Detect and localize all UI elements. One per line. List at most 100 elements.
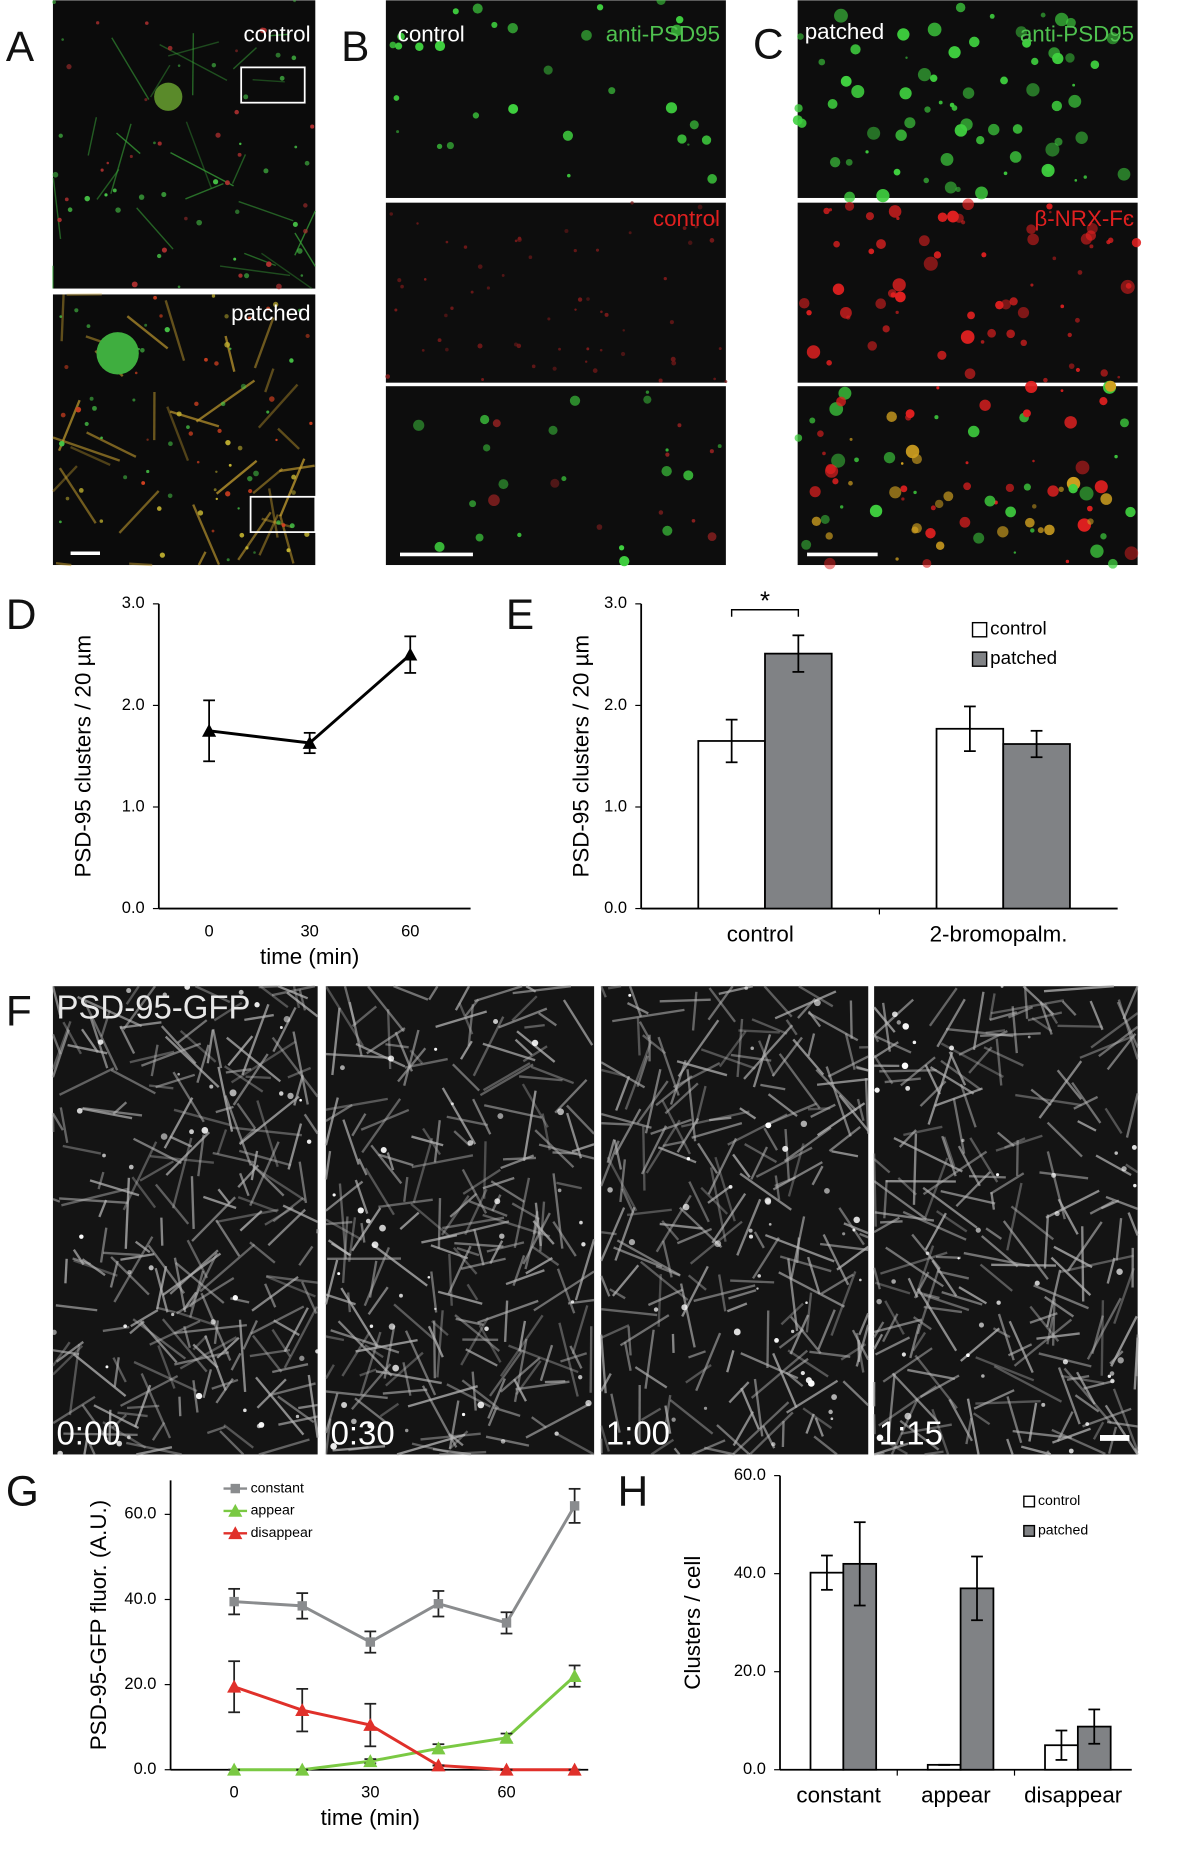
neurite [792, 1038, 825, 1076]
fluorescent-spot [52, 171, 59, 178]
marker [229, 1596, 239, 1607]
legend-label: appear [251, 1502, 295, 1518]
fluorescent-spot [1114, 454, 1118, 459]
neurite [244, 1013, 274, 1022]
fluorescent-spot [717, 444, 722, 449]
neurite [873, 1216, 901, 1234]
neurite [534, 1202, 542, 1247]
fluorescent-spot [1032, 459, 1035, 463]
fluorescent-spot [437, 338, 442, 343]
fluorescent-spot [52, 0, 56, 5]
neurite [751, 1018, 788, 1035]
neurite [256, 1100, 279, 1168]
neurite [511, 1202, 540, 1220]
neurite [277, 427, 300, 450]
fluorescent-spot [658, 510, 664, 515]
fluorescent-spot [1062, 1359, 1068, 1365]
data-line [234, 1675, 576, 1772]
neurite [767, 1093, 798, 1118]
neurite [55, 1304, 98, 1312]
fluorescent-spot [273, 301, 279, 308]
panel-label: A [6, 23, 35, 70]
neurite [607, 985, 622, 990]
neurite [98, 1199, 108, 1218]
fluorescent-spot [472, 112, 480, 119]
neurite [117, 1411, 148, 1418]
fluorescent-spot [500, 1439, 506, 1444]
fluorescent-spot [1003, 171, 1008, 176]
neurite [348, 1001, 363, 1057]
fluorescent-spot [1060, 389, 1064, 393]
neurite [929, 1066, 975, 1095]
neurite [446, 1115, 489, 1127]
y-axis-label: Clusters / cell [680, 1556, 705, 1690]
neurite [662, 1140, 684, 1148]
neurite [505, 1269, 545, 1286]
marker [202, 723, 217, 737]
fluorescent-spot [618, 545, 625, 551]
fluorescent-spot [570, 1300, 575, 1304]
fluorescent-spot [569, 395, 581, 406]
neurite [437, 1290, 483, 1305]
fluorescent-spot [628, 993, 632, 997]
fluorescent-spot [687, 143, 690, 146]
fluorescent-spot [1025, 380, 1038, 394]
neurite [924, 1450, 944, 1456]
neurite [489, 1240, 504, 1265]
fluorescent-spot [184, 984, 191, 990]
fluorescent-spot [276, 283, 282, 290]
panel-label: G [6, 1468, 39, 1515]
neurite [351, 1207, 382, 1252]
fluorescent-spot [1125, 506, 1136, 518]
fluorescent-spot [371, 1241, 379, 1249]
panel-label: H [618, 1468, 649, 1515]
fluorescent-spot [558, 347, 561, 351]
neurite [441, 1195, 470, 1236]
neurite [711, 1192, 747, 1244]
timestamp: 0:30 [331, 1414, 395, 1451]
fluorescent-spot [393, 95, 400, 101]
fluorescent-spot [963, 482, 972, 491]
marker [295, 1703, 310, 1717]
neurite [849, 1000, 853, 1039]
fluorescent-spot [305, 333, 310, 339]
neurite [1090, 1012, 1139, 1049]
neurite [468, 1200, 508, 1217]
fluorescent-spot [397, 32, 405, 41]
marker [499, 1730, 514, 1744]
panel-label: D [6, 591, 37, 638]
neurite [518, 1320, 527, 1352]
neurite [716, 1424, 751, 1456]
fluorescent-spot [279, 1026, 283, 1029]
neurite [753, 1231, 765, 1249]
neurite [1104, 1107, 1123, 1134]
fluorescent-spot [895, 129, 907, 141]
fluorescent-spot [1000, 984, 1004, 988]
neurite [178, 1396, 182, 1417]
fluorescent-spot [463, 245, 468, 249]
neurite [687, 1274, 707, 1291]
neurite [931, 1408, 950, 1455]
panel-label: B [341, 23, 369, 70]
fluorescent-spot [100, 436, 103, 440]
fluorescent-spot [579, 1220, 583, 1225]
neurite [172, 1071, 205, 1123]
neurite [872, 1267, 881, 1290]
fluorescent-spot [596, 4, 604, 11]
image-label: PSD-95-GFP [56, 988, 250, 1025]
neurite [990, 1191, 996, 1210]
neurite [1061, 1374, 1105, 1385]
neurite [693, 1284, 756, 1303]
fluorescent-spot [933, 251, 942, 259]
fluorescent-spot [628, 231, 632, 235]
neurite [479, 1063, 534, 1097]
fluorescent-spot [281, 523, 286, 528]
neurite [486, 1241, 525, 1253]
neurite [856, 1098, 865, 1122]
neurite [442, 1216, 505, 1230]
fluorescent-spot [918, 235, 930, 247]
fluorescent-spot [239, 142, 242, 146]
fluorescent-spot [235, 49, 238, 53]
fluorescent-spot [827, 99, 838, 109]
marker [302, 735, 317, 749]
